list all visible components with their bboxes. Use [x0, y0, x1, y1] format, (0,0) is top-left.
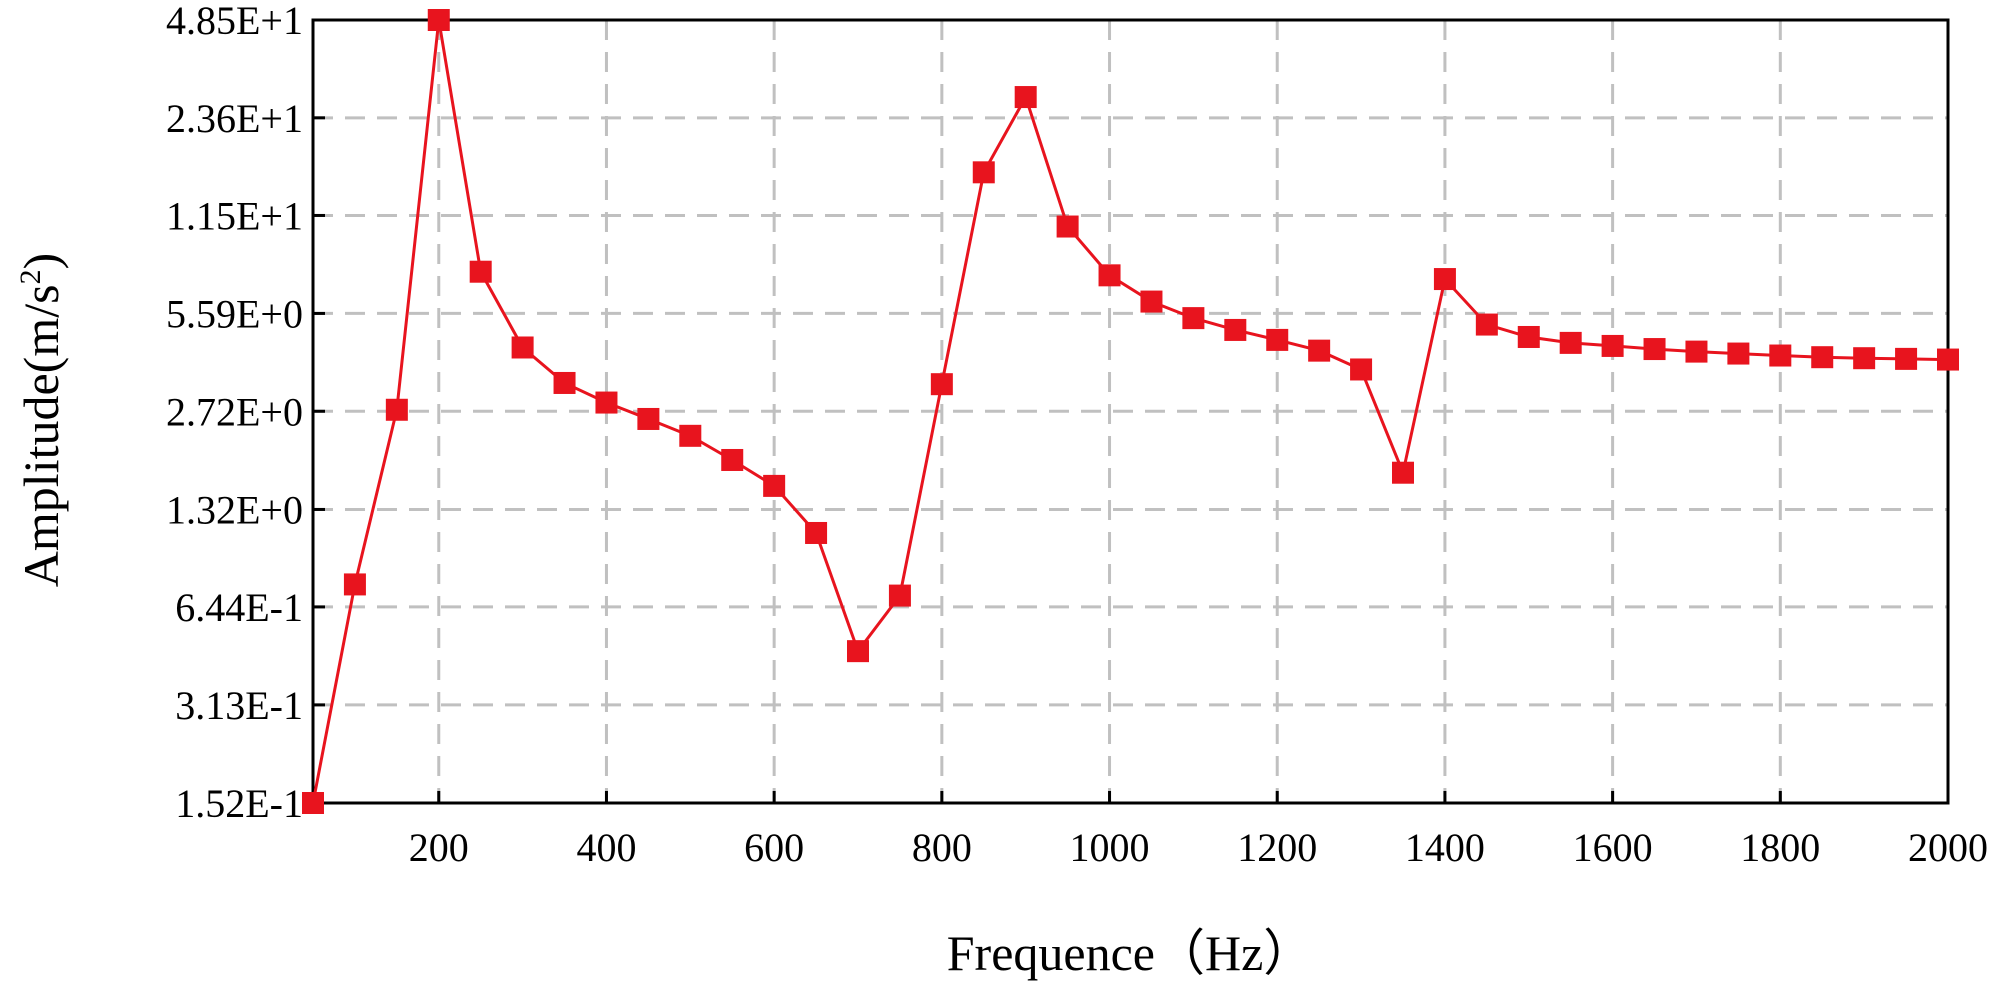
data-point-marker: [1643, 338, 1666, 361]
data-point-marker: [888, 584, 911, 607]
data-point-marker: [1014, 86, 1037, 109]
data-point-marker: [763, 474, 786, 497]
y-tick-label: 5.59E+0: [166, 291, 303, 336]
data-point-marker: [1853, 347, 1876, 370]
y-axis-title: Amplitude(m/s2): [13, 253, 69, 587]
data-point-marker: [385, 398, 408, 421]
data-point-marker: [302, 792, 324, 814]
y-axis-title-superscript: 2: [14, 269, 47, 284]
x-tick-label: 1400: [1405, 825, 1485, 870]
data-point-marker: [1098, 264, 1121, 287]
y-tick-label: 6.44E-1: [175, 585, 303, 630]
data-point-marker: [1392, 461, 1414, 484]
data-point-marker: [469, 260, 492, 283]
x-tick-label: 1800: [1740, 825, 1820, 870]
data-point-marker: [1811, 346, 1834, 369]
grid-layer: [313, 20, 1948, 803]
x-tick-label: 1600: [1573, 825, 1653, 870]
x-tick-label: 1200: [1237, 825, 1317, 870]
x-axis-title: Frequence（Hz）: [947, 925, 1314, 981]
series-line: [311, 19, 1949, 804]
data-point-marker: [1937, 348, 1959, 371]
data-point-marker: [1308, 339, 1331, 362]
y-tick-label: 1.32E+0: [166, 487, 303, 532]
data-point-marker: [553, 371, 576, 394]
data-point-marker: [1727, 342, 1750, 365]
data-point-marker: [1559, 331, 1582, 354]
data-point-marker: [1601, 334, 1624, 357]
data-point-marker: [1433, 268, 1456, 291]
data-point-marker: [1350, 358, 1373, 381]
y-tick-label: 1.52E-1: [175, 781, 303, 826]
x-tick-label: 200: [409, 825, 469, 870]
data-point-marker: [427, 9, 450, 31]
y-axis-title-close: ): [13, 253, 69, 270]
data-point-marker: [1475, 313, 1498, 336]
data-point-marker: [721, 448, 744, 471]
data-point-marker: [511, 336, 534, 359]
data-point-marker: [1056, 215, 1079, 238]
x-tick-label: 800: [912, 825, 972, 870]
data-point-marker: [972, 161, 995, 184]
x-tick-label: 1000: [1070, 825, 1150, 870]
data-point-marker: [1266, 328, 1289, 351]
data-point-marker: [1224, 318, 1247, 341]
y-tick-label: 2.72E+0: [166, 389, 303, 434]
data-point-marker: [343, 573, 366, 596]
y-axis-title-main: Amplitude(m/s: [13, 284, 69, 587]
axes-layer: 1.52E-1 3.13E-1 6.44E-1 1.32E+0 2.72E+0 5.59E…: [166, 0, 1988, 870]
data-point-marker: [637, 407, 660, 430]
x-tick-label: 2000: [1908, 825, 1988, 870]
data-point-marker: [1140, 290, 1163, 313]
y-tick-label: 2.36E+1: [166, 96, 303, 141]
x-tick-label: 600: [744, 825, 804, 870]
data-point-marker: [847, 640, 869, 663]
y-tick-label: 3.13E-1: [175, 683, 303, 728]
data-point-marker: [1685, 340, 1708, 363]
data-point-marker: [1769, 344, 1792, 367]
x-tick-label: 400: [576, 825, 636, 870]
y-tick-label: 4.85E+1: [166, 0, 303, 43]
data-point-marker: [805, 521, 828, 544]
data-point-marker: [1517, 325, 1540, 348]
series-layer: [302, 9, 1959, 814]
y-tick-label: 1.15E+1: [166, 193, 303, 238]
data-point-marker: [679, 424, 702, 447]
data-point-marker: [595, 391, 618, 414]
data-point-marker: [930, 373, 953, 396]
data-point-marker: [1895, 347, 1918, 370]
data-point-marker: [1182, 307, 1205, 330]
plot-frame: [311, 18, 1950, 805]
